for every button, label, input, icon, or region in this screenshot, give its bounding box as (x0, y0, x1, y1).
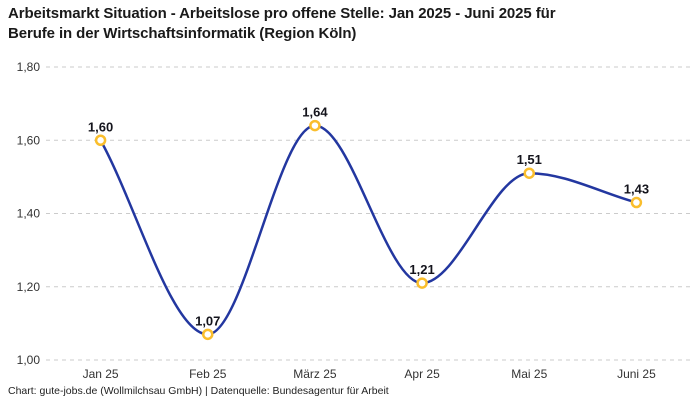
x-tick-label: Juni 25 (617, 367, 656, 381)
x-tick-label: März 25 (293, 367, 337, 381)
data-point-marker (523, 167, 535, 179)
chart-footer-credit: Chart: gute-jobs.de (Wollmilchsau GmbH) … (8, 385, 389, 397)
chart-title: Arbeitsmarkt Situation - Arbeitslose pro… (8, 5, 556, 42)
x-tick-label: Jan 25 (83, 367, 119, 381)
y-tick-label: 1,20 (17, 280, 41, 294)
data-point-label: 1,21 (409, 262, 434, 277)
y-tick-label: 1,80 (17, 60, 41, 74)
line-series (99, 124, 638, 336)
data-point-marker (416, 277, 428, 289)
x-tick-label: Mai 25 (511, 367, 547, 381)
x-tick-label: Feb 25 (189, 367, 227, 381)
data-point-label: 1,07 (195, 313, 220, 328)
y-tick-label: 1,00 (17, 353, 41, 367)
data-point-label: 1,51 (517, 152, 542, 167)
data-point-label: 1,60 (88, 119, 113, 134)
y-tick-label: 1,60 (17, 133, 41, 147)
y-tick-label: 1,40 (17, 207, 41, 221)
data-point-marker (630, 196, 643, 209)
data-point-label: 1,64 (302, 105, 328, 120)
data-point-label: 1,43 (624, 182, 649, 197)
x-tick-label: Apr 25 (404, 367, 440, 381)
data-point-marker (309, 119, 321, 132)
data-point-marker (94, 134, 107, 146)
data-point-marker (202, 328, 214, 341)
